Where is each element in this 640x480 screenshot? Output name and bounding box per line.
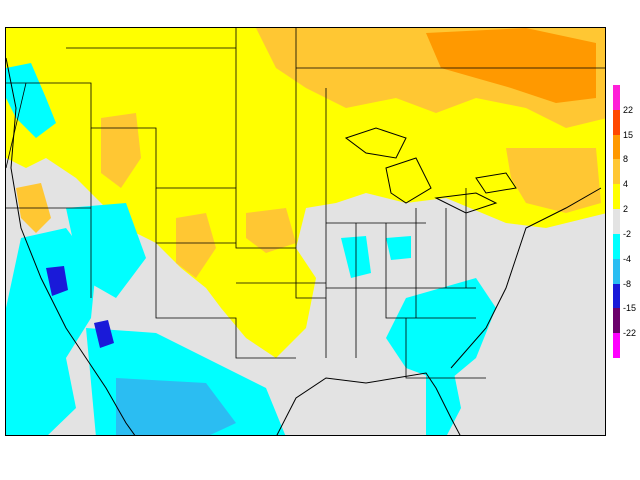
legend-swatch xyxy=(613,333,620,358)
color-legend: 22 15 8 4 2 -2 -4 -8 -15 -22 xyxy=(613,85,640,358)
legend-tick-label: -2 xyxy=(623,228,632,239)
cool-region-indiana xyxy=(386,236,411,260)
orange-region-idaho xyxy=(101,113,141,188)
legend-swatch xyxy=(613,85,620,110)
cool-region-west-coast xyxy=(6,63,56,138)
legend-tick-label: -22 xyxy=(623,328,637,339)
cool-region-mexico xyxy=(116,378,236,435)
legend-swatch xyxy=(613,109,620,135)
coastlines xyxy=(6,57,602,435)
legend-swatch xyxy=(613,233,620,259)
cool-region-florida xyxy=(426,358,461,435)
legend-swatch xyxy=(613,184,620,210)
orange-region-northeast xyxy=(506,148,601,213)
orange-region-plains xyxy=(246,208,296,253)
legend-tick-label: 2 xyxy=(623,204,629,215)
cold-region-arizona xyxy=(94,320,114,348)
orange-region-colorado xyxy=(176,213,216,278)
legend-tick-label: -15 xyxy=(623,303,637,314)
legend-tick-label: -8 xyxy=(623,278,632,289)
cold-region-california xyxy=(46,266,68,296)
legend-tick-label: 22 xyxy=(623,104,634,115)
legend-swatch xyxy=(613,308,620,334)
legend-swatch xyxy=(613,283,620,309)
state-boundaries xyxy=(6,28,605,379)
legend-tick-label: -4 xyxy=(623,253,632,264)
legend-tick-label: 4 xyxy=(623,179,629,190)
legend-tick-label: 15 xyxy=(623,129,634,140)
legend-swatch xyxy=(613,258,620,284)
legend-swatch xyxy=(613,159,620,185)
anomaly-map xyxy=(5,27,606,436)
cool-region-nevada xyxy=(66,203,146,298)
cool-region-california xyxy=(6,228,96,435)
map-canvas xyxy=(6,28,605,435)
legend-swatch xyxy=(613,209,620,234)
legend-tick-label: 8 xyxy=(623,154,629,165)
cool-region-southeast xyxy=(386,278,496,383)
dark-orange-region-quebec xyxy=(426,28,596,103)
legend-swatch xyxy=(613,134,620,160)
warm-region-north xyxy=(6,28,605,358)
